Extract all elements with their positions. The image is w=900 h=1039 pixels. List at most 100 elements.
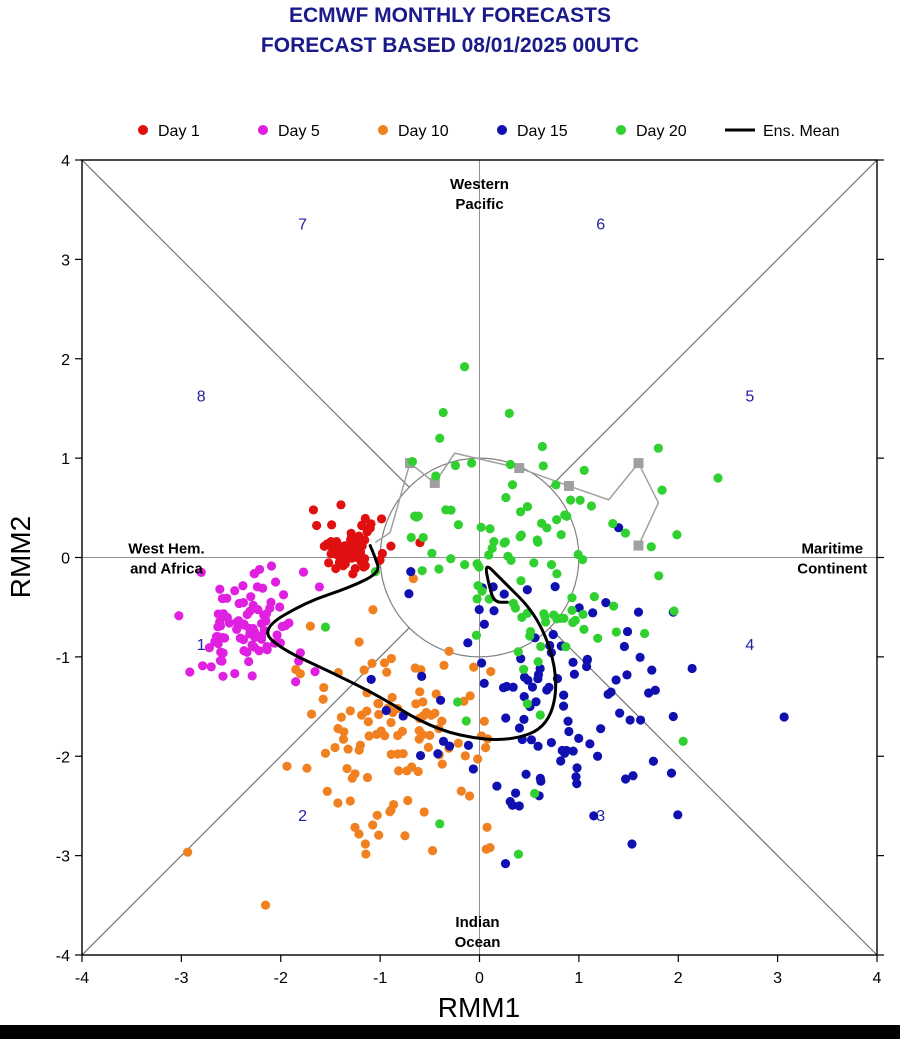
region-label-line: and Africa <box>130 561 203 578</box>
point-day-10 <box>425 730 435 740</box>
y-tick-label: 1 <box>61 451 70 468</box>
point-day-20 <box>555 613 566 623</box>
legend-marker <box>497 125 507 135</box>
region-label: Indian Ocean <box>455 914 501 951</box>
point-day-10 <box>437 716 447 726</box>
legend: Day 1 Day 5 Day 10 Day 15 Day 20 Ens. Mean <box>138 123 839 140</box>
point-day-15 <box>673 810 683 820</box>
point-day-20 <box>450 460 461 471</box>
point-day-10 <box>407 762 417 772</box>
point-day-15 <box>516 654 526 664</box>
point-day-10 <box>333 723 343 734</box>
point-day-1 <box>326 549 336 559</box>
point-day-5 <box>310 667 320 677</box>
point-day-15 <box>779 712 789 722</box>
point-day-10 <box>362 706 372 716</box>
phase-label: 2 <box>298 808 307 825</box>
phase-label: 1 <box>197 637 206 654</box>
y-tick-label: -4 <box>56 948 70 965</box>
point-day-10 <box>322 786 332 796</box>
point-day-1 <box>342 550 352 560</box>
point-day-15 <box>601 598 611 608</box>
x-tick-label: -4 <box>75 970 89 987</box>
point-day-10 <box>413 766 423 777</box>
point-day-20 <box>533 537 543 547</box>
point-day-5 <box>233 621 243 631</box>
point-day-10 <box>345 706 355 716</box>
point-day-15 <box>533 674 543 684</box>
point-day-1 <box>350 563 360 574</box>
point-day-15 <box>564 726 574 737</box>
phase-label: 5 <box>745 389 754 406</box>
point-day-15 <box>582 654 593 664</box>
point-day-10 <box>385 807 395 817</box>
point-day-20 <box>542 523 552 533</box>
point-day-10 <box>400 831 410 841</box>
point-day-20 <box>508 598 518 608</box>
point-day-10 <box>373 698 383 709</box>
point-day-20 <box>476 522 486 532</box>
point-day-15 <box>668 711 678 722</box>
point-day-15 <box>648 756 659 766</box>
point-day-15 <box>526 735 537 745</box>
point-day-5 <box>218 648 228 658</box>
point-day-20 <box>434 564 444 574</box>
point-day-10 <box>374 709 384 720</box>
x-axis-ticks: -4 -3 -2 -1 0 1 2 3 4 <box>75 955 882 987</box>
legend-entry: Day 15 <box>497 123 568 140</box>
point-day-15 <box>404 589 414 599</box>
point-day-15 <box>650 685 660 695</box>
x-tick-label: -2 <box>274 970 288 987</box>
point-day-20 <box>515 507 526 517</box>
point-day-20 <box>578 609 588 619</box>
point-day-10 <box>291 664 301 675</box>
point-day-5 <box>234 598 244 609</box>
point-day-15 <box>572 763 582 773</box>
point-day-10 <box>473 754 483 764</box>
point-day-20 <box>506 555 516 565</box>
point-day-20 <box>609 601 619 611</box>
point-day-5 <box>266 597 276 607</box>
point-day-10 <box>389 799 399 810</box>
point-day-15 <box>596 724 606 734</box>
point-day-1 <box>357 520 367 530</box>
point-day-15 <box>492 781 502 791</box>
y-tick-label: 2 <box>61 352 70 369</box>
point-day-5 <box>238 581 248 591</box>
observed-track-marker <box>429 477 440 488</box>
point-day-15 <box>508 682 518 692</box>
point-day-20 <box>320 622 331 632</box>
diagonal-line-nw <box>81 159 410 488</box>
point-day-10 <box>469 662 479 672</box>
region-label-line: Ocean <box>455 934 501 951</box>
point-day-20 <box>412 512 422 522</box>
point-day-20 <box>566 495 576 505</box>
point-day-20 <box>552 515 562 525</box>
point-day-15 <box>628 771 638 781</box>
point-day-10 <box>403 795 413 806</box>
point-day-10 <box>394 766 404 776</box>
point-day-5 <box>217 593 228 604</box>
point-day-5 <box>272 630 282 640</box>
point-day-15 <box>514 801 524 811</box>
point-day-20 <box>551 480 561 490</box>
point-day-15 <box>666 768 677 778</box>
point-day-5 <box>258 583 268 593</box>
point-day-20 <box>417 566 427 576</box>
point-day-20 <box>500 537 511 547</box>
point-day-15 <box>559 690 569 700</box>
point-day-5 <box>230 668 240 679</box>
point-day-20 <box>507 480 518 490</box>
point-day-15 <box>558 701 569 711</box>
y-tick-label: 3 <box>61 252 70 269</box>
point-day-5 <box>174 611 184 621</box>
point-day-10 <box>333 798 343 808</box>
point-day-20 <box>485 524 495 534</box>
point-day-10 <box>393 730 403 741</box>
point-day-10 <box>453 738 463 748</box>
point-day-5 <box>249 630 259 640</box>
observed-track-marker <box>563 480 574 491</box>
point-day-10 <box>318 694 328 704</box>
point-day-10 <box>306 709 317 719</box>
